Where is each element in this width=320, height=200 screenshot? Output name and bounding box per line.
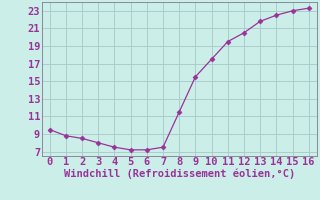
X-axis label: Windchill (Refroidissement éolien,°C): Windchill (Refroidissement éolien,°C): [64, 169, 295, 179]
